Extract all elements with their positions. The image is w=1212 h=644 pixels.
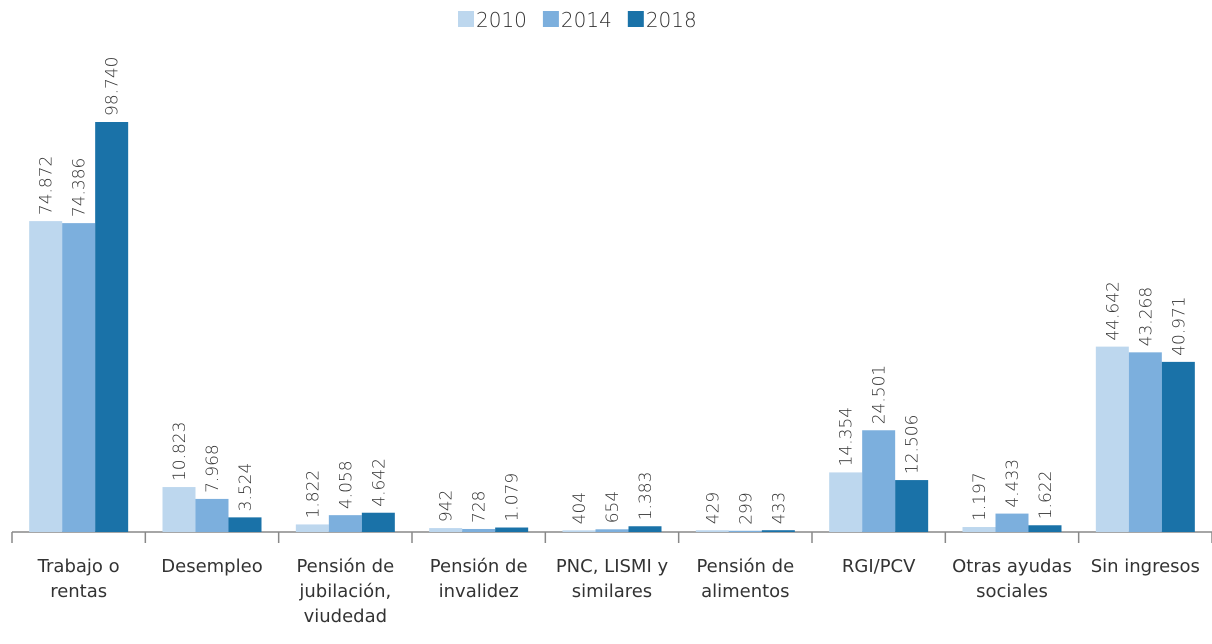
bar — [562, 530, 596, 532]
value-label: 1.079 — [503, 473, 523, 522]
bar — [761, 530, 795, 532]
bar — [862, 430, 896, 532]
value-label: 40.971 — [1169, 296, 1189, 355]
value-label: 1.822 — [303, 470, 323, 519]
bar — [62, 223, 96, 532]
legend-label: 2018 — [646, 8, 697, 32]
value-label: 3.524 — [236, 463, 256, 512]
bar — [162, 487, 196, 532]
x-tick-label: RGI/PCV — [841, 556, 916, 577]
bar — [728, 530, 762, 532]
bar — [1095, 346, 1129, 532]
bar — [995, 513, 1029, 532]
value-label: 10.823 — [170, 422, 190, 481]
value-label: 12.506 — [903, 415, 923, 474]
value-label: 24.501 — [870, 365, 890, 424]
bar — [829, 472, 863, 532]
x-tick-label: Pensión de alimentos — [696, 556, 795, 602]
value-label: 74.386 — [70, 158, 90, 217]
bar — [962, 527, 996, 532]
legend-label: 2014 — [561, 8, 612, 32]
bar — [595, 529, 629, 532]
value-label: 4.642 — [369, 458, 389, 507]
legend-label: 2010 — [476, 8, 527, 32]
bar — [29, 221, 63, 533]
bar — [228, 517, 262, 532]
legend-swatch — [542, 11, 559, 27]
bar — [628, 526, 662, 532]
value-label: 74.872 — [37, 156, 57, 215]
x-tick-label: PNC, LISMI y similares — [555, 556, 669, 602]
bar — [1028, 525, 1062, 532]
value-label: 404 — [570, 492, 590, 524]
bar — [95, 122, 129, 532]
value-label: 1.197 — [970, 472, 990, 521]
value-label: 429 — [703, 492, 723, 524]
bar — [695, 530, 729, 532]
bar — [361, 512, 395, 532]
x-tick-label: Otras ayudas sociales — [952, 556, 1072, 602]
x-tick-label: Sin ingresos — [1090, 556, 1200, 577]
x-tick-label: Pensión de jubilación, viudedad — [296, 556, 395, 627]
value-label: 4.433 — [1003, 459, 1023, 508]
bar — [895, 480, 929, 532]
value-label: 44.642 — [1103, 281, 1123, 340]
legend-swatch — [458, 11, 474, 27]
value-label: 654 — [603, 491, 623, 523]
bar — [295, 524, 329, 532]
x-tick-label: Pensión de invalidez — [429, 556, 528, 602]
bar — [1161, 361, 1195, 532]
value-label: 98.740 — [103, 57, 123, 116]
bar — [495, 527, 529, 532]
value-label: 43.268 — [1136, 287, 1156, 346]
value-label: 433 — [769, 492, 789, 524]
value-label: 7.968 — [203, 444, 223, 493]
value-label: 299 — [736, 492, 756, 524]
bar — [462, 528, 496, 532]
bar — [328, 515, 362, 532]
x-tick-label: Desempleo — [161, 556, 263, 577]
bar — [195, 498, 229, 532]
value-label: 14.354 — [837, 407, 857, 466]
bar — [429, 528, 463, 532]
value-label: 728 — [470, 491, 490, 523]
legend-swatch — [627, 11, 644, 27]
value-label: 4.058 — [336, 460, 356, 509]
x-tick-label: Trabajo o rentas — [37, 556, 120, 602]
value-label: 1.622 — [1036, 471, 1056, 520]
value-label: 942 — [437, 490, 457, 522]
value-label: 1.383 — [636, 472, 656, 521]
bar — [1128, 352, 1162, 532]
